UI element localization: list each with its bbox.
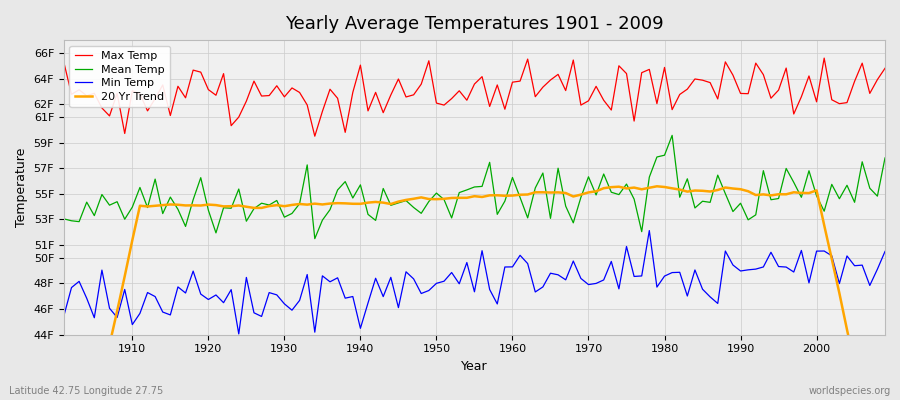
Mean Temp	[507, 175, 517, 180]
Mean Temp	[667, 133, 678, 138]
Text: worldspecies.org: worldspecies.org	[809, 386, 891, 396]
20 Yr Trend	[652, 184, 662, 189]
Legend: Max Temp, Mean Temp, Min Temp, 20 Yr Trend: Max Temp, Mean Temp, Min Temp, 20 Yr Tre…	[69, 46, 170, 107]
Title: Yearly Average Temperatures 1901 - 2009: Yearly Average Temperatures 1901 - 2009	[285, 15, 664, 33]
Mean Temp	[310, 236, 320, 241]
Mean Temp	[515, 195, 526, 200]
Max Temp	[819, 56, 830, 60]
Min Temp	[340, 296, 351, 300]
Max Temp	[340, 130, 351, 135]
Min Temp	[507, 264, 517, 269]
Min Temp	[120, 287, 130, 292]
Max Temp	[286, 86, 297, 90]
Max Temp	[310, 134, 320, 138]
Max Temp	[879, 66, 890, 71]
X-axis label: Year: Year	[461, 360, 488, 373]
Max Temp	[606, 108, 616, 112]
Max Temp	[58, 60, 69, 65]
20 Yr Trend	[332, 201, 343, 206]
Min Temp	[294, 298, 305, 303]
Min Temp	[606, 259, 616, 264]
Min Temp	[644, 228, 654, 233]
Mean Temp	[340, 179, 351, 184]
Mean Temp	[286, 211, 297, 216]
Mean Temp	[606, 190, 616, 195]
20 Yr Trend	[507, 193, 517, 198]
Mean Temp	[120, 217, 130, 222]
Text: Latitude 42.75 Longitude 27.75: Latitude 42.75 Longitude 27.75	[9, 386, 163, 396]
Min Temp	[515, 253, 526, 258]
Line: Max Temp: Max Temp	[64, 58, 885, 136]
20 Yr Trend	[286, 202, 297, 207]
Max Temp	[120, 131, 130, 136]
Max Temp	[515, 79, 526, 84]
20 Yr Trend	[500, 193, 510, 198]
20 Yr Trend	[598, 186, 609, 190]
Line: 20 Yr Trend: 20 Yr Trend	[64, 186, 885, 400]
Y-axis label: Temperature: Temperature	[15, 148, 28, 227]
Line: Min Temp: Min Temp	[64, 230, 885, 334]
Line: Mean Temp: Mean Temp	[64, 135, 885, 239]
Mean Temp	[879, 156, 890, 160]
Min Temp	[58, 313, 69, 318]
20 Yr Trend	[120, 274, 130, 278]
Mean Temp	[58, 216, 69, 221]
Min Temp	[233, 332, 244, 336]
Max Temp	[507, 80, 517, 84]
Min Temp	[879, 249, 890, 254]
